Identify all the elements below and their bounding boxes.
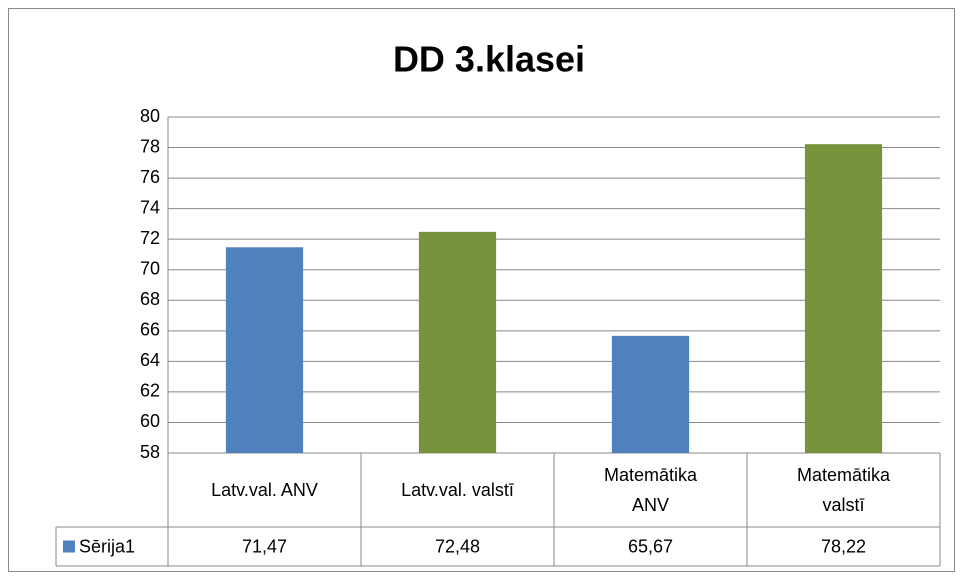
x-tick-label: Matemātika valstī	[796, 465, 891, 515]
y-tick-label: 66	[140, 320, 160, 340]
data-table-value: 72,48	[435, 536, 480, 556]
legend-label: Sērija1	[79, 536, 135, 556]
data-table-value: 71,47	[242, 536, 287, 556]
bar	[611, 335, 690, 453]
y-tick-label: 78	[140, 136, 160, 156]
y-tick-label: 68	[140, 289, 160, 309]
y-tick-label: 64	[140, 350, 160, 370]
y-tick-label: 70	[140, 258, 160, 278]
y-tick-label: 72	[140, 228, 160, 248]
y-tick-label: 62	[140, 381, 160, 401]
bar	[225, 247, 304, 453]
y-tick-label: 60	[140, 411, 160, 431]
data-table-value: 65,67	[628, 536, 673, 556]
bar	[418, 231, 497, 453]
y-tick-label: 76	[140, 167, 160, 187]
chart-title: DD 3.klasei	[393, 39, 585, 80]
y-tick-label: 58	[140, 442, 160, 462]
legend-key	[63, 540, 75, 553]
data-table-value: 78,22	[821, 536, 866, 556]
x-tick-label: Latv.val. ANV	[211, 480, 318, 500]
y-tick-label: 80	[140, 106, 160, 126]
x-tick-label: Matemātika ANV	[603, 465, 698, 515]
x-tick-label: Latv.val. valstī	[401, 480, 514, 500]
bar	[804, 144, 883, 453]
y-tick-label: 74	[140, 197, 160, 217]
